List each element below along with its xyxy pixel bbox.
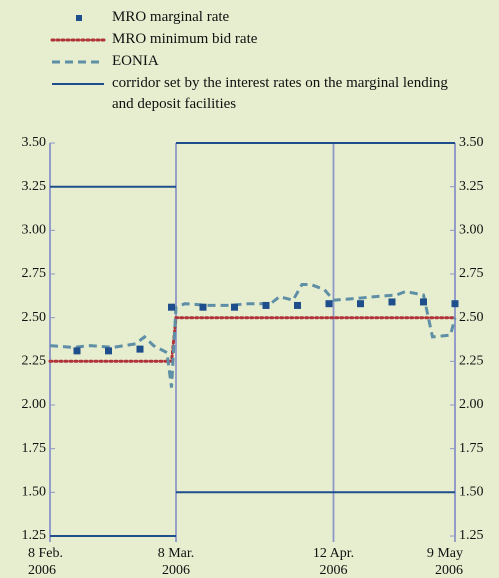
marker — [420, 298, 427, 306]
y-tick-label: 2.25 — [22, 354, 47, 369]
y2-tick-label: 1.25 — [459, 528, 484, 543]
marker — [199, 303, 207, 311]
y2-tick-label: 3.00 — [459, 223, 484, 238]
legend-label: MRO marginal rate — [112, 9, 230, 25]
marker — [168, 303, 175, 311]
y-tick-label: 2.50 — [22, 310, 47, 325]
x-tick-label: 2006 — [28, 563, 56, 578]
marker — [262, 301, 270, 309]
y2-tick-label: 3.50 — [459, 135, 484, 150]
line — [49, 283, 457, 388]
y2-tick-label: 3.25 — [459, 179, 484, 194]
marker — [136, 345, 144, 353]
x-tick-label: 2006 — [435, 563, 463, 578]
y2-tick-label: 2.25 — [459, 354, 484, 369]
x-tick-label: 8 Mar. — [158, 546, 195, 561]
x-tick-label: 2006 — [162, 563, 190, 578]
legend-label: corridor set by the interest rates on th… — [112, 75, 448, 112]
y-tick-label: 3.25 — [22, 179, 47, 194]
corridor-lower — [50, 491, 455, 537]
y-tick-label: 2.75 — [22, 266, 47, 281]
line — [48, 316, 457, 363]
y-tick-label: 1.50 — [22, 485, 47, 500]
x-tick-label: 8 Feb. — [28, 546, 63, 561]
y2-tick-label: 2.75 — [459, 266, 484, 281]
x-tick-label: 12 Apr. — [313, 546, 354, 561]
marker — [325, 300, 333, 308]
y2-tick-label: 1.50 — [459, 485, 484, 500]
y-tick-label: 2.00 — [22, 397, 47, 412]
x-tick-label: 9 May — [427, 546, 463, 561]
legend-label: MRO minimum bid rate — [112, 31, 258, 47]
y-tick-label: 3.50 — [22, 135, 47, 150]
y2-tick-label: 2.00 — [459, 397, 484, 412]
marker — [231, 303, 238, 311]
x-tick-label: 2006 — [320, 563, 348, 578]
marker — [388, 298, 396, 306]
marker — [73, 347, 81, 355]
legend-label: EONIA — [112, 53, 159, 69]
legend-symbol — [76, 15, 82, 21]
marker — [294, 301, 301, 309]
y-tick-label: 1.75 — [22, 441, 47, 456]
marker — [357, 300, 364, 308]
y-tick-label: 3.00 — [22, 223, 47, 238]
marker — [105, 347, 112, 355]
y2-tick-label: 2.50 — [459, 310, 484, 325]
y-tick-label: 1.25 — [22, 528, 47, 543]
corridor-upper — [50, 142, 455, 188]
marker — [451, 300, 459, 308]
y2-tick-label: 1.75 — [459, 441, 484, 456]
